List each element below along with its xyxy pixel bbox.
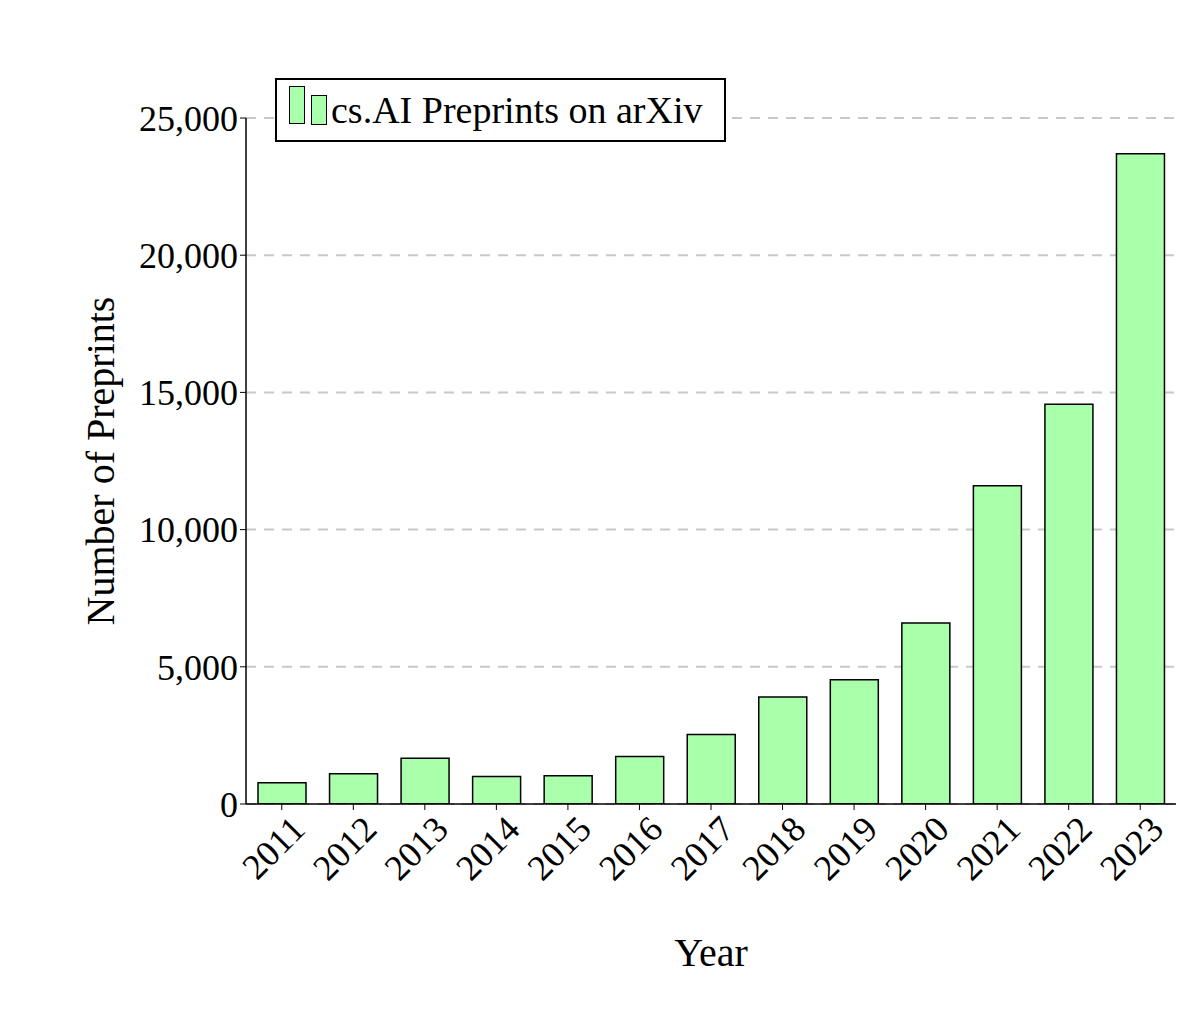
svg-text:2019: 2019 bbox=[806, 809, 885, 888]
svg-text:2012: 2012 bbox=[305, 809, 384, 888]
svg-text:2015: 2015 bbox=[520, 809, 599, 888]
svg-text:2013: 2013 bbox=[377, 809, 456, 888]
svg-text:0: 0 bbox=[220, 785, 238, 825]
svg-text:5,000: 5,000 bbox=[157, 648, 238, 688]
svg-text:20,000: 20,000 bbox=[139, 236, 238, 276]
svg-text:25,000: 25,000 bbox=[139, 99, 238, 139]
svg-text:2017: 2017 bbox=[663, 809, 742, 888]
svg-text:2023: 2023 bbox=[1092, 809, 1171, 888]
svg-text:2016: 2016 bbox=[591, 809, 670, 888]
svg-text:2011: 2011 bbox=[234, 809, 312, 887]
svg-text:2022: 2022 bbox=[1020, 809, 1099, 888]
svg-text:15,000: 15,000 bbox=[139, 373, 238, 413]
svg-text:2021: 2021 bbox=[949, 809, 1028, 888]
svg-text:10,000: 10,000 bbox=[139, 510, 238, 550]
svg-text:2018: 2018 bbox=[734, 809, 813, 888]
svg-text:2020: 2020 bbox=[877, 809, 956, 888]
html-text:cs.AI Preprints on arXiv: cs.AI Preprints on arXiv bbox=[331, 89, 703, 131]
svg-text:Year: Year bbox=[674, 930, 748, 975]
svg-text:2014: 2014 bbox=[448, 809, 527, 888]
svg-text:Number of Preprints: Number of Preprints bbox=[78, 297, 123, 626]
